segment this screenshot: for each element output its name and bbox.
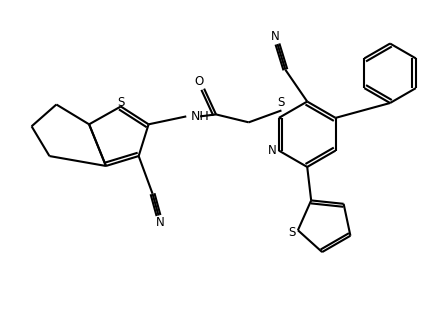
Text: S: S — [117, 96, 124, 109]
Text: NH: NH — [191, 110, 210, 123]
Text: N: N — [267, 144, 276, 157]
Text: N: N — [156, 216, 165, 229]
Text: N: N — [271, 29, 280, 42]
Text: S: S — [278, 96, 285, 109]
Text: S: S — [288, 226, 295, 239]
Text: O: O — [194, 75, 204, 88]
